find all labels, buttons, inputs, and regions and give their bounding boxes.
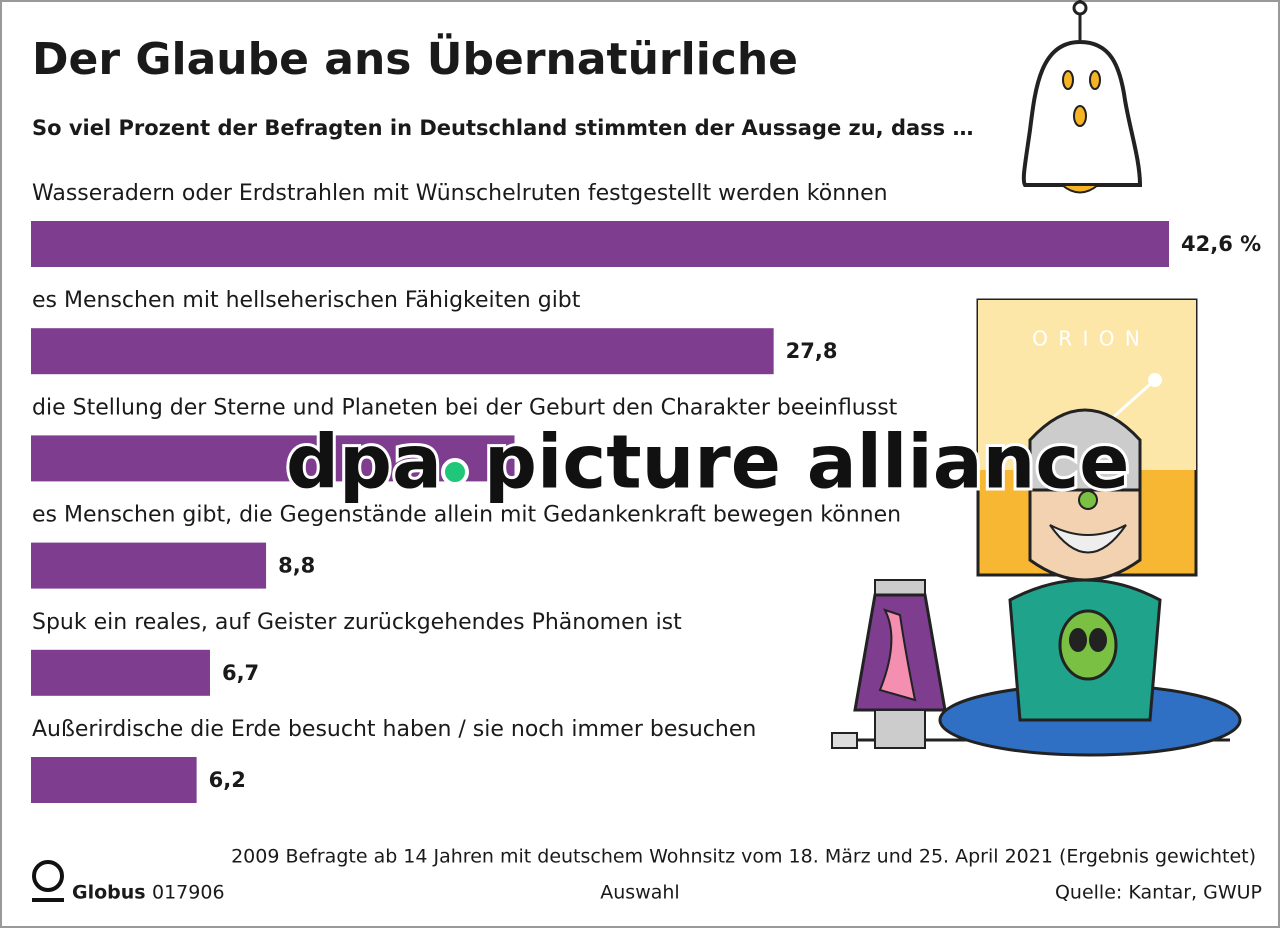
watermark-text: picture alliance [484,420,1129,506]
value-label: 8,8 [278,554,315,578]
bar [31,542,267,589]
chart-subtitle: So viel Prozent der Befragten in Deutsch… [32,116,973,140]
category-label: Außerirdische die Erde besucht haben / s… [32,717,756,742]
note: 2009 Befragte ab 14 Jahren mit deutschem… [231,846,1256,868]
bar [31,328,774,375]
category-label: die Stellung der Sterne und Planeten bei… [32,395,898,420]
globus-logo [32,860,64,902]
wizard-illustration: O R I O N [831,298,1242,757]
chart-title: Der Glaube ans Übernatürliche [32,32,798,85]
category-label: Spuk ein reales, auf Geister zurückgehen… [32,610,682,635]
bar [31,221,1169,267]
watermark: dpa picture alliance [283,417,1132,509]
bar [31,757,197,803]
value-label: 27,8 [786,339,838,363]
bar [31,435,515,482]
watermark-text: dpa [286,420,442,506]
poster-text: O R I O N [1032,327,1142,351]
value-label: 42,6 % [1181,232,1261,256]
category-label: Wasseradern oder Erdstrahlen mit Wünsche… [32,181,888,206]
category-label: es Menschen gibt, die Gegenstände allein… [32,503,901,528]
brand: Globus [72,882,146,904]
code: 017906 [152,882,225,904]
value-label: 6,7 [222,661,259,685]
category-label: es Menschen mit hellseherischen Fähigkei… [32,288,581,313]
bar [31,649,210,696]
value-label: 6,2 [209,768,246,792]
ghost-illustration [1021,0,1143,194]
source: Quelle: Kantar, GWUP [1055,882,1262,904]
selection: Auswahl [600,882,679,904]
